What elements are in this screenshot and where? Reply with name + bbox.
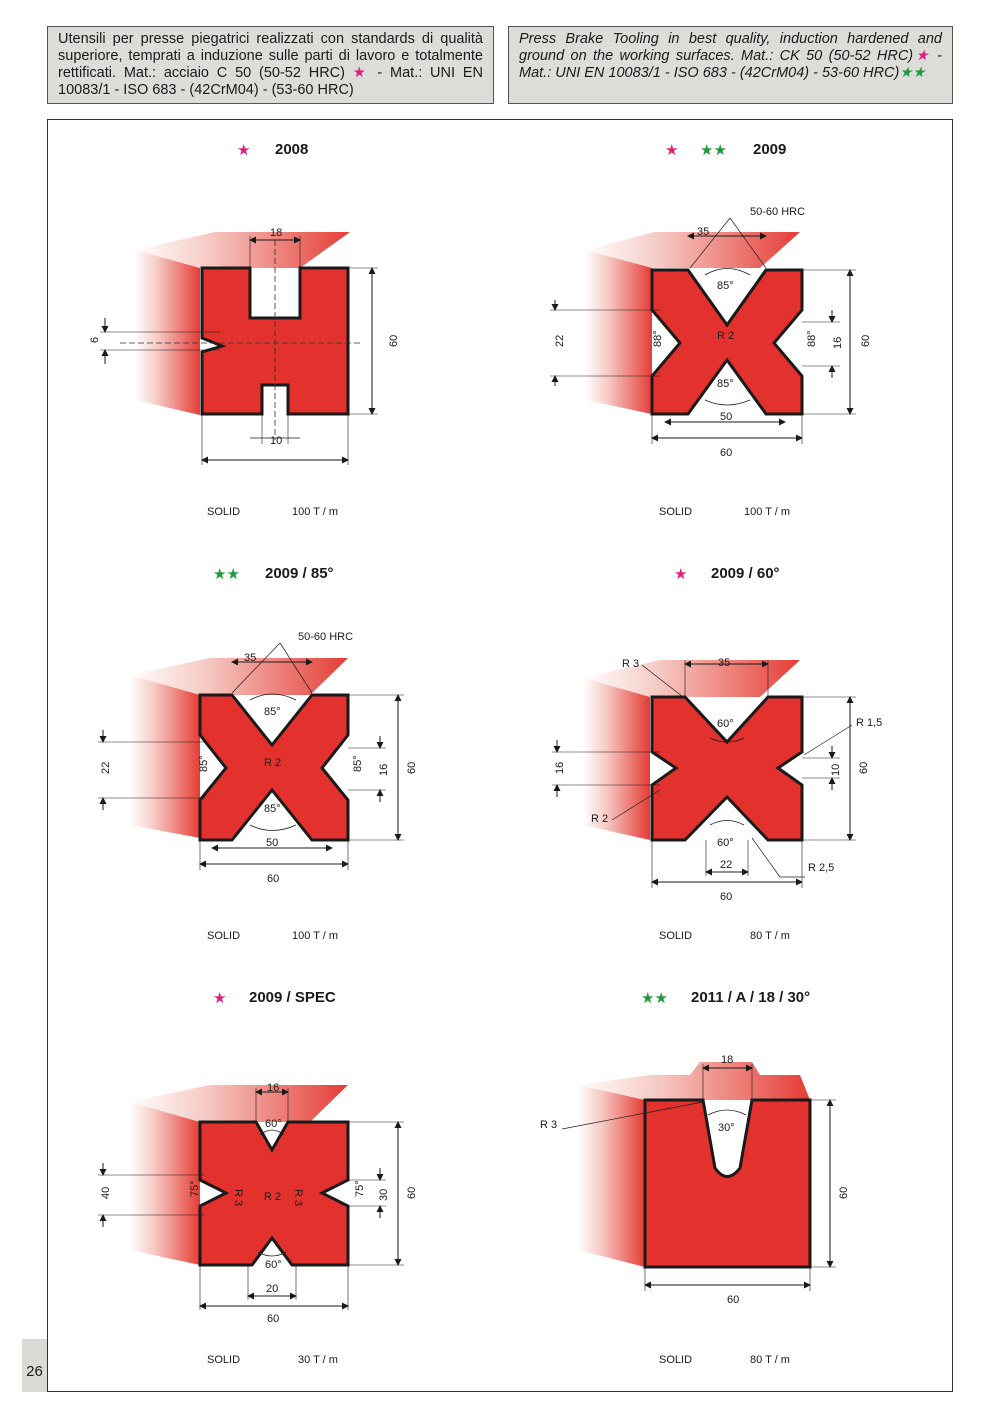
tool-2009-60-bottom-angle: 60°: [717, 837, 734, 849]
tool-2008-title: 2008: [275, 141, 309, 158]
tool-2009-85-dim-height: 60: [406, 762, 418, 774]
tool-2009-spec-title: 2009 / SPEC: [249, 989, 336, 1006]
header-english: Press Brake Tooling in best quality, ind…: [508, 26, 953, 104]
tool-2009-spec-left-angle: 75°: [189, 1180, 201, 1197]
tool-2009-85-dim-right: 16: [378, 764, 390, 776]
tool-2009-right-angle: 88°: [806, 330, 818, 347]
tool-2009-spec-dim-left: 40: [100, 1187, 112, 1199]
tool-2008-star: ★: [237, 142, 251, 159]
tool-2009-85-hrc: 50-60 HRC: [298, 631, 353, 643]
tool-2009-spec-dim-top: 16: [267, 1082, 279, 1094]
tool-2009-85-dim-inner: 50: [266, 837, 278, 849]
tool-2009-spec-star: ★: [213, 990, 227, 1007]
tool-2009-85-top-angle: 85°: [264, 706, 281, 718]
tool-2008-dim-left: 6: [89, 337, 101, 343]
tool-2008-dim-bottom: 10: [270, 435, 282, 447]
header-italian: Utensili per presse piegatrici realizzat…: [47, 26, 494, 104]
tool-2009-spec-right-angle: 75°: [354, 1180, 366, 1197]
tool-2008-capacity: 100 T / m: [292, 506, 339, 518]
tool-2009-dim-right: 16: [832, 337, 844, 349]
tool-2009-capacity: 100 T / m: [744, 506, 791, 518]
magenta-star-icon: ★: [352, 65, 370, 81]
tool-2009-dim-width: 60: [720, 447, 732, 459]
tool-2009-hrc: 50-60 HRC: [750, 206, 805, 218]
tool-2009-60-r-right: R 1,5: [856, 717, 882, 729]
tool-2009-spec-dim-width: 60: [267, 1313, 279, 1325]
tool-2009-60-star: ★: [674, 566, 688, 583]
tool-2009-85-bottom-angle: 85°: [264, 803, 281, 815]
tool-2008-dim-top: 18: [270, 227, 282, 239]
tool-2009-60-type: SOLID: [659, 930, 693, 942]
tool-2009-60-dim-width: 60: [720, 891, 732, 903]
tool-2009-spec-top-angle: 60°: [265, 1118, 282, 1130]
tool-2008-dim-height: 60: [388, 335, 400, 347]
tool-2009-60-dim-height: 60: [858, 762, 870, 774]
tool-2009-spec-dim-right: 30: [378, 1189, 390, 1201]
tool-2011-dim-top: 18: [721, 1054, 733, 1066]
tool-2009-spec-r-right: R 3: [292, 1189, 304, 1206]
tool-2009-60-title: 2009 / 60°: [711, 565, 780, 582]
tool-2009-60-dim-left: 16: [554, 762, 566, 774]
tool-2009-60-capacity: 80 T / m: [750, 930, 790, 942]
tool-2009-star-green: ★★: [700, 142, 727, 159]
magenta-star-icon: ★: [913, 48, 931, 64]
tool-2009-spec-dim-height: 60: [406, 1187, 418, 1199]
tool-2009-type: SOLID: [659, 506, 693, 518]
tool-2011-r-top: R 3: [540, 1119, 557, 1131]
tool-2009-60-dim-top: 35: [718, 657, 730, 669]
tool-2009-60-dim-bottom: 22: [720, 859, 732, 871]
tool-2009-85-title: 2009 / 85°: [265, 565, 334, 582]
tool-2011-capacity: 80 T / m: [750, 1354, 790, 1366]
page-number: 26: [22, 1339, 47, 1392]
tool-2009-60-r-left: R 2: [591, 813, 608, 825]
tool-2011-angle: 30°: [718, 1122, 735, 1134]
tool-2009-85-dim-left: 22: [100, 762, 112, 774]
tool-2011-title: 2011 / A / 18 / 30°: [691, 989, 811, 1006]
tool-2009-60-r-top: R 3: [622, 658, 639, 670]
tool-2011-profile: [643, 1098, 812, 1269]
tool-2011-stars: ★★: [641, 990, 668, 1007]
tool-2009-85-dim-width: 60: [267, 873, 279, 885]
tool-2011-dim-height: 60: [838, 1187, 850, 1199]
tool-2009-dim-inner: 50: [720, 411, 732, 423]
tool-2009-top-angle: 85°: [717, 280, 734, 292]
tool-2009-85-radius: R 2: [264, 757, 281, 769]
tool-2009-60-top-angle: 60°: [717, 718, 734, 730]
tool-2009-85-left-angle: 85°: [198, 755, 210, 772]
tool-2009-star-magenta: ★: [665, 142, 679, 159]
tool-2011-dim-width: 60: [727, 1294, 739, 1306]
tool-2009-spec-radius: R 2: [264, 1191, 281, 1203]
tool-2009-dim-height: 60: [860, 335, 872, 347]
tool-2008-type: SOLID: [207, 506, 241, 518]
tool-2011-type: SOLID: [659, 1354, 693, 1366]
tool-2009-radius: R 2: [717, 330, 734, 342]
tool-2009-85-capacity: 100 T / m: [292, 930, 339, 942]
tool-2009-spec-type: SOLID: [207, 1354, 241, 1366]
tool-2009-dim-top: 35: [697, 226, 709, 238]
catalog-frame: [47, 119, 953, 1392]
tool-2009-dim-left: 22: [554, 335, 566, 347]
green-star-icon: ★★: [899, 65, 926, 81]
tool-2009-85-dim-top: 35: [244, 652, 256, 664]
tool-2009-60-dim-right: 10: [830, 764, 842, 776]
tool-2009-spec-r-left: R 3: [232, 1189, 244, 1206]
tool-2009-left-angle: 88°: [652, 330, 664, 347]
tool-2009-spec-bottom-angle: 60°: [265, 1259, 282, 1271]
tool-2009-title: 2009: [753, 141, 787, 158]
tool-2009-85-type: SOLID: [207, 930, 241, 942]
tool-2009-60-r-bottom: R 2,5: [808, 862, 834, 874]
tool-2009-85-right-angle: 85°: [352, 755, 364, 772]
tool-2009-bottom-angle: 85°: [717, 378, 734, 390]
tool-2009-spec-dim-bottom: 20: [266, 1283, 278, 1295]
tool-2008-shadow-side: [135, 250, 200, 415]
tool-2009-85-stars: ★★: [213, 566, 240, 583]
tool-2009-spec-capacity: 30 T / m: [298, 1354, 338, 1366]
